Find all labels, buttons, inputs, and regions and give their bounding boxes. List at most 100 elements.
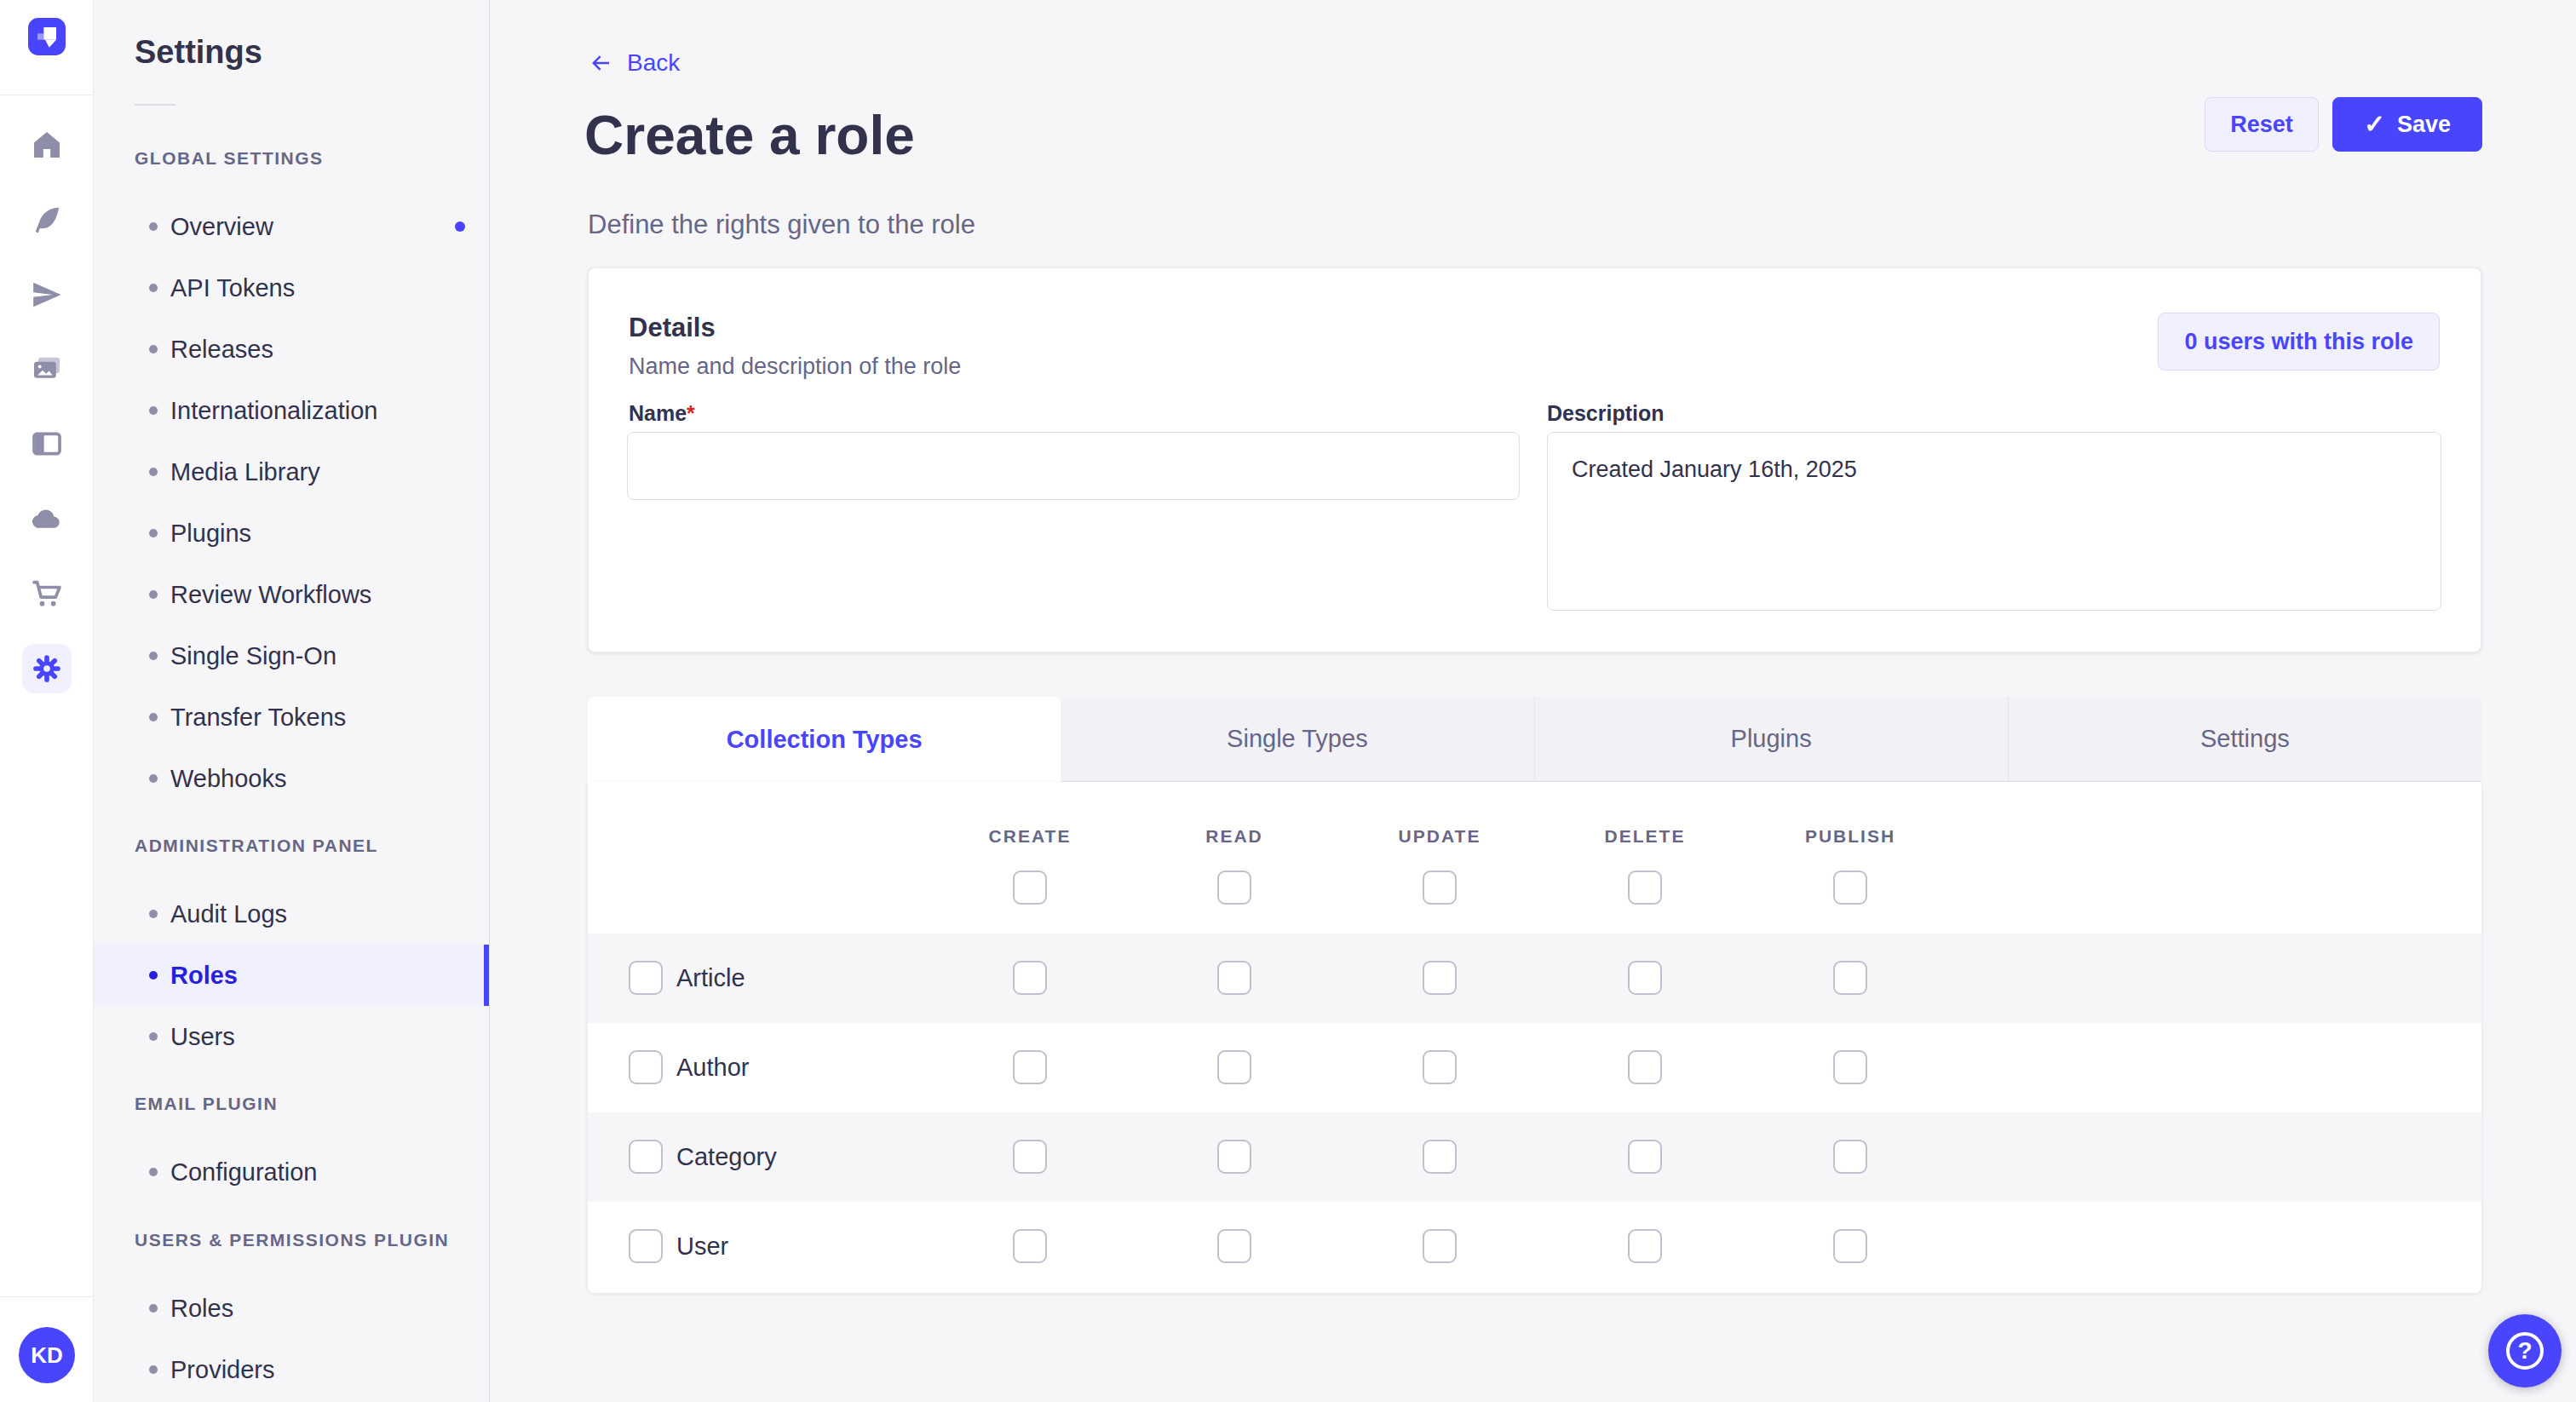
sidebar-item-audit-logs[interactable]: Audit Logs	[94, 883, 489, 945]
checkbox-category-read[interactable]	[1217, 1140, 1251, 1174]
checkbox-author-update[interactable]	[1423, 1050, 1457, 1084]
row-select-checkbox-article[interactable]	[629, 961, 663, 995]
checkbox-author-publish[interactable]	[1833, 1050, 1867, 1084]
media-library-icon[interactable]	[28, 350, 66, 388]
sidebar-title: Settings	[135, 34, 262, 71]
row-select-checkbox-category[interactable]	[629, 1140, 663, 1174]
description-label: Description	[1547, 401, 1665, 426]
checkbox-article-delete[interactable]	[1628, 961, 1662, 995]
description-field[interactable]: Created January 16th, 2025	[1547, 432, 2441, 611]
sidebar-item-media-library[interactable]: Media Library	[94, 441, 489, 503]
sidebar-item-configuration[interactable]: Configuration	[94, 1141, 489, 1203]
checkbox-article-publish[interactable]	[1833, 961, 1867, 995]
sidebar-item-label: Review Workflows	[170, 581, 371, 609]
checkbox-user-update[interactable]	[1423, 1229, 1457, 1263]
cloud-icon[interactable]	[28, 500, 66, 537]
select-all-publish-checkbox[interactable]	[1833, 871, 1867, 905]
sidebar-item-internationalization[interactable]: Internationalization	[94, 380, 489, 441]
send-icon[interactable]	[28, 276, 66, 313]
sidebar-item-providers[interactable]: Providers	[94, 1339, 489, 1400]
users-with-role-badge[interactable]: 0 users with this role	[2158, 313, 2440, 371]
checkbox-category-update[interactable]	[1423, 1140, 1457, 1174]
checkbox-user-delete[interactable]	[1628, 1229, 1662, 1263]
name-field[interactable]	[627, 432, 1520, 500]
sidebar-item-review-workflows[interactable]: Review Workflows	[94, 564, 489, 625]
row-select-checkbox-user[interactable]	[629, 1229, 663, 1263]
sidebar-item-plugins[interactable]: Plugins	[94, 503, 489, 564]
sidebar-item-transfer-tokens[interactable]: Transfer Tokens	[94, 687, 489, 748]
details-title: Details	[629, 313, 716, 343]
section-label: USERS & PERMISSIONS PLUGIN	[135, 1230, 489, 1252]
sidebar-item-webhooks[interactable]: Webhooks	[94, 748, 489, 809]
checkbox-author-create[interactable]	[1013, 1050, 1047, 1084]
feather-icon[interactable]	[28, 201, 66, 238]
tab-settings[interactable]: Settings	[2008, 697, 2481, 782]
bullet-icon	[149, 1168, 158, 1176]
strapi-logo-icon[interactable]	[28, 18, 66, 55]
sidebar-section-email-plugin: EMAIL PLUGIN Configuration	[94, 1094, 489, 1203]
bullet-icon	[149, 910, 158, 918]
tab-plugins[interactable]: Plugins	[1534, 697, 2008, 782]
tab-label: Single Types	[1227, 725, 1368, 753]
settings-gear-icon[interactable]	[28, 650, 66, 687]
sidebar-item-api-tokens[interactable]: API Tokens	[94, 257, 489, 319]
sidebar-item-label: Transfer Tokens	[170, 704, 346, 732]
bullet-icon	[149, 1365, 158, 1374]
table-row-category: Category	[588, 1112, 2481, 1202]
sidebar-item-single-sign-on[interactable]: Single Sign-On	[94, 625, 489, 687]
content-builder-icon[interactable]	[28, 425, 66, 463]
select-all-delete-checkbox[interactable]	[1628, 871, 1662, 905]
table-row-author: Author	[588, 1023, 2481, 1112]
home-icon[interactable]	[28, 126, 66, 164]
checkbox-category-publish[interactable]	[1833, 1140, 1867, 1174]
details-card: Details Name and description of the role…	[588, 267, 2481, 652]
bullet-icon	[149, 1304, 158, 1313]
section-label: EMAIL PLUGIN	[135, 1094, 489, 1116]
table-row-user: User	[588, 1202, 2481, 1291]
checkbox-article-create[interactable]	[1013, 961, 1047, 995]
row-label: User	[676, 1202, 728, 1291]
checkbox-author-delete[interactable]	[1628, 1050, 1662, 1084]
sidebar-item-up-roles[interactable]: Roles	[94, 1278, 489, 1339]
section-label: GLOBAL SETTINGS	[135, 148, 489, 170]
nav-rail: KD	[0, 0, 94, 1402]
question-mark-icon: ?	[2506, 1332, 2544, 1370]
sidebar-item-users[interactable]: Users	[94, 1006, 489, 1067]
select-all-create-checkbox[interactable]	[1013, 871, 1047, 905]
bullet-icon	[149, 468, 158, 476]
page-title: Create a role	[584, 104, 915, 167]
checkbox-category-delete[interactable]	[1628, 1140, 1662, 1174]
check-icon: ✓	[2364, 112, 2385, 137]
bullet-icon	[149, 284, 158, 292]
help-button[interactable]: ?	[2488, 1314, 2562, 1388]
user-avatar[interactable]: KD	[19, 1327, 75, 1383]
checkbox-user-read[interactable]	[1217, 1229, 1251, 1263]
reset-button[interactable]: Reset	[2205, 97, 2319, 152]
sidebar-item-roles-selected[interactable]: Roles	[94, 945, 489, 1006]
column-header-publish: PUBLISH	[1757, 826, 1944, 847]
row-select-checkbox-author[interactable]	[629, 1050, 663, 1084]
checkbox-article-read[interactable]	[1217, 961, 1251, 995]
permissions-tabs: Collection Types Single Types Plugins Se…	[588, 697, 2481, 782]
back-link[interactable]: Back	[588, 49, 680, 77]
bullet-icon	[149, 345, 158, 353]
marketplace-cart-icon[interactable]	[28, 575, 66, 612]
bullet-icon	[149, 713, 158, 721]
sidebar-item-releases[interactable]: Releases	[94, 319, 489, 380]
sidebar-item-overview[interactable]: Overview	[94, 196, 489, 257]
tab-collection-types[interactable]: Collection Types	[588, 697, 1061, 782]
column-header-delete: DELETE	[1551, 826, 1739, 847]
table-header: CREATE READ UPDATE DELETE PUBLISH	[588, 782, 2481, 934]
select-all-read-checkbox[interactable]	[1217, 871, 1251, 905]
sidebar-item-label: Configuration	[170, 1158, 318, 1187]
save-button[interactable]: ✓Save	[2332, 97, 2482, 152]
sidebar-item-label: Roles	[170, 1295, 233, 1323]
select-all-update-checkbox[interactable]	[1423, 871, 1457, 905]
app-screen: KD Settings GLOBAL SETTINGS Overview API…	[0, 0, 2576, 1402]
checkbox-user-create[interactable]	[1013, 1229, 1047, 1263]
tab-single-types[interactable]: Single Types	[1061, 697, 1533, 782]
checkbox-article-update[interactable]	[1423, 961, 1457, 995]
checkbox-category-create[interactable]	[1013, 1140, 1047, 1174]
checkbox-user-publish[interactable]	[1833, 1229, 1867, 1263]
checkbox-author-read[interactable]	[1217, 1050, 1251, 1084]
